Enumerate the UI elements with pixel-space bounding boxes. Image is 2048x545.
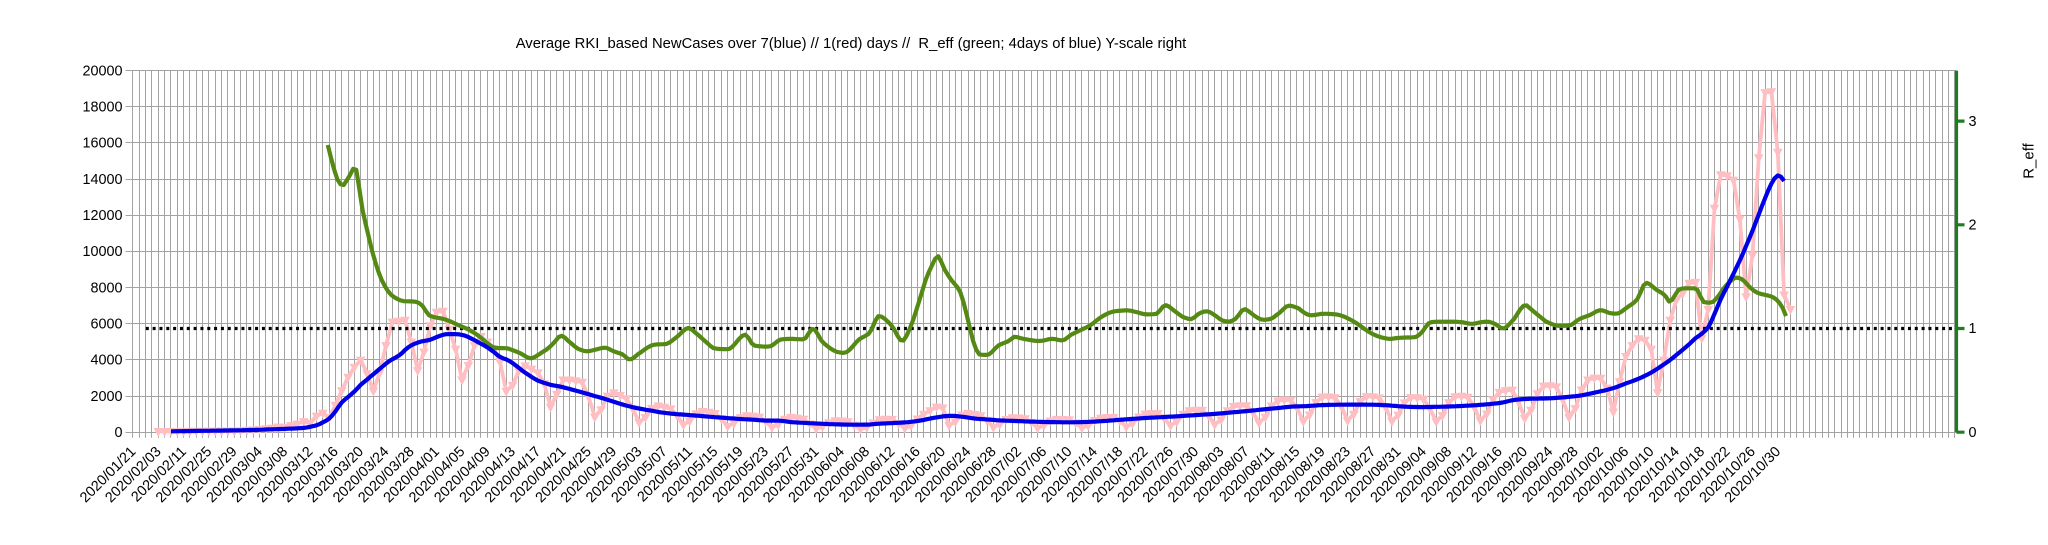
svg-text:4000: 4000 <box>90 353 122 369</box>
svg-text:20000: 20000 <box>82 63 122 79</box>
svg-text:12000: 12000 <box>82 208 122 224</box>
svg-text:Average RKI_based NewCases ove: Average RKI_based NewCases over 7(blue) … <box>516 36 1187 52</box>
svg-text:3: 3 <box>1969 114 1977 130</box>
svg-text:16000: 16000 <box>82 136 122 152</box>
svg-text:1: 1 <box>1969 321 1977 337</box>
svg-text:8000: 8000 <box>90 280 122 296</box>
svg-text:0: 0 <box>1969 425 1977 441</box>
svg-text:2: 2 <box>1969 218 1977 234</box>
svg-text:18000: 18000 <box>82 100 122 116</box>
svg-text:10000: 10000 <box>82 244 122 260</box>
svg-text:0: 0 <box>114 425 122 441</box>
svg-text:14000: 14000 <box>82 172 122 188</box>
svg-text:2000: 2000 <box>90 389 122 405</box>
svg-text:R_eff: R_eff <box>2021 142 2038 178</box>
svg-text:6000: 6000 <box>90 316 122 332</box>
